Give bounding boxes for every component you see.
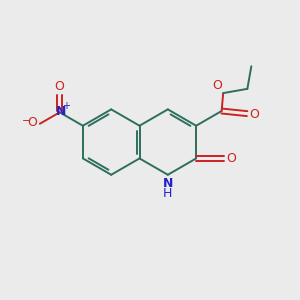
Text: N: N	[56, 105, 66, 118]
Text: O: O	[249, 108, 259, 121]
Text: H: H	[163, 187, 172, 200]
Text: N: N	[163, 177, 173, 190]
Text: O: O	[27, 116, 37, 129]
Text: O: O	[55, 80, 64, 93]
Text: O: O	[226, 152, 236, 165]
Text: −: −	[22, 116, 32, 126]
Text: +: +	[61, 101, 70, 111]
Text: O: O	[212, 79, 222, 92]
